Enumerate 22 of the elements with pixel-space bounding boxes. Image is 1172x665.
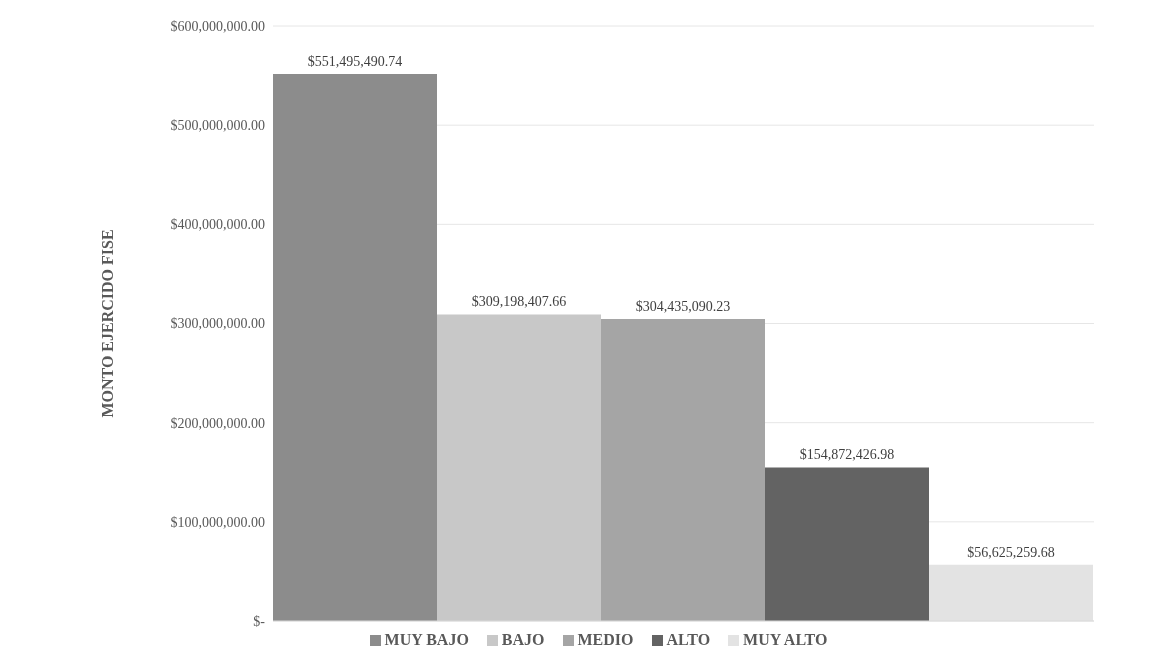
y-tick-label: $200,000,000.00: [170, 415, 265, 431]
legend-label: BAJO: [500, 631, 545, 649]
y-tick-label: $300,000,000.00: [170, 316, 265, 332]
bar: [437, 314, 601, 621]
y-axis-title: MONTO EJERCIDO FISE: [98, 229, 116, 418]
bar: [601, 319, 765, 621]
y-tick-label: $500,000,000.00: [170, 118, 265, 134]
data-label: $304,435,090.23: [635, 299, 731, 315]
legend-label: MUY BAJO: [383, 631, 469, 649]
legend-label: ALTO: [665, 631, 711, 649]
legend-label: MEDIO: [576, 631, 634, 649]
bar: [765, 467, 929, 621]
data-label: $154,872,426.98: [799, 447, 895, 463]
y-tick-label: $-: [253, 613, 266, 629]
legend-label: MUY ALTO: [742, 631, 828, 649]
data-label: $551,495,490.74: [307, 54, 403, 70]
y-tick-label: $100,000,000.00: [170, 514, 265, 530]
y-tick-label: $600,000,000.00: [170, 18, 265, 34]
data-label: $56,625,259.68: [967, 544, 1055, 560]
bar: [273, 74, 437, 621]
data-label: $309,198,407.66: [471, 294, 567, 310]
y-tick-label: $400,000,000.00: [170, 217, 265, 233]
